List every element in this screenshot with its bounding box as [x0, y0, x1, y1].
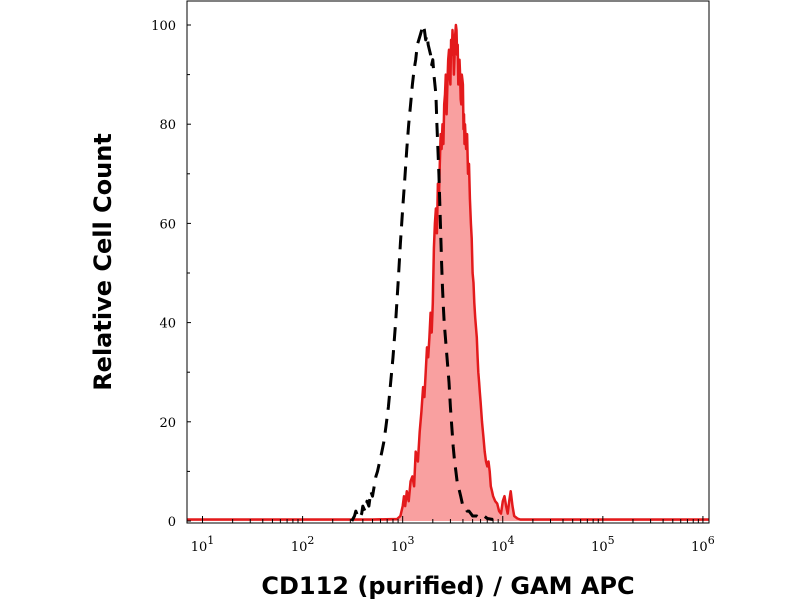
x-tick-label-exponent: 6 [708, 534, 715, 547]
x-tick-label-base: 10 [491, 540, 508, 555]
x-tick-label-base: 10 [291, 540, 308, 555]
x-tick-label-0: 101 [191, 534, 215, 555]
x-tick-label-base: 10 [191, 540, 208, 555]
x-tick-label-exponent: 4 [508, 534, 515, 547]
x-tick-label-4: 105 [591, 534, 615, 555]
x-tick-label-5: 106 [691, 534, 715, 555]
x-axis-title: CD112 (purified) / GAM APC [261, 572, 634, 600]
y-axis: 0 20 40 60 80 100 [151, 19, 191, 530]
series-1-line [350, 23, 494, 522]
x-tick-label-2: 103 [391, 534, 415, 555]
y-tick-label-5: 100 [151, 19, 176, 34]
series-layer [187, 23, 709, 522]
x-tick-label-base: 10 [691, 540, 708, 555]
y-tick-label-4: 80 [159, 118, 176, 133]
series-0-line [187, 23, 709, 521]
y-axis-title: Relative Cell Count [89, 133, 117, 391]
x-tick-label-1: 102 [291, 534, 315, 555]
x-tick-label-exponent: 3 [407, 534, 414, 547]
x-tick-label-3: 104 [491, 534, 515, 555]
x-tick-label-exponent: 5 [608, 534, 615, 547]
y-tick-label-1: 20 [159, 416, 176, 431]
series-0-area [187, 25, 709, 521]
x-axis: 101 102 103 104 105 106 [191, 516, 715, 555]
y-tick-label-0: 0 [168, 515, 176, 530]
x-tick-label-exponent: 1 [207, 534, 214, 547]
plot-frame [186, 0, 710, 524]
x-tick-label-base: 10 [591, 540, 608, 555]
y-tick-label-3: 60 [159, 217, 176, 232]
y-tick-label-2: 40 [159, 317, 176, 332]
x-tick-label-base: 10 [391, 540, 408, 555]
x-tick-label-exponent: 2 [307, 534, 314, 547]
